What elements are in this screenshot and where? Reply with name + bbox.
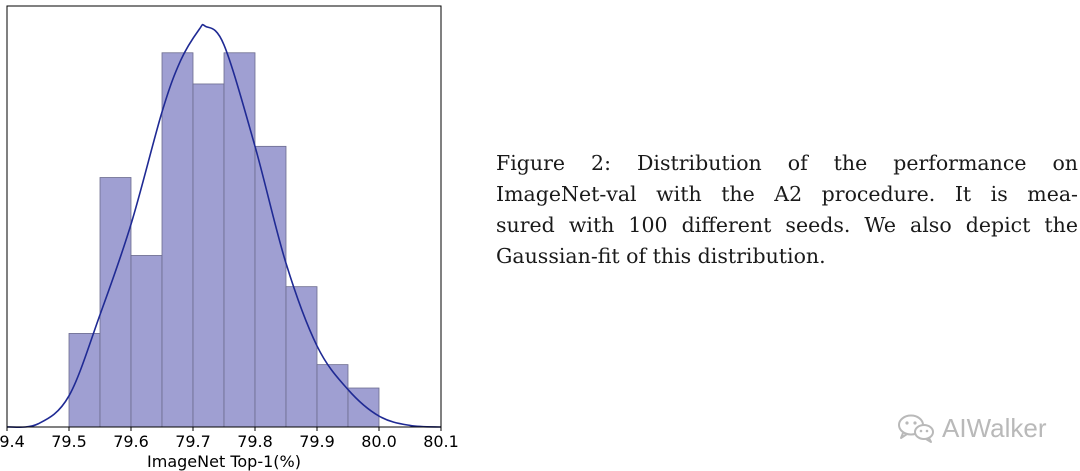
watermark-text: AIWalker: [942, 412, 1047, 443]
x-tick-label: 79.6: [113, 432, 149, 451]
x-axis-label: ImageNet Top-1(%): [147, 452, 301, 471]
x-axis-ticks: 79.4 79.5 79.6 79.7 79.8 79.9 80.0 80.1: [0, 427, 459, 451]
histogram-bar: [161, 52, 194, 428]
x-tick-label: 79.8: [237, 432, 273, 451]
caption-line: Figure 2: Distribution of the performanc…: [496, 151, 1078, 175]
x-tick-label: 79.7: [175, 432, 211, 451]
x-tick-label: 79.5: [51, 432, 87, 451]
histogram-bar: [130, 255, 163, 428]
caption-line: ImageNet-val with the A2 procedure. It i…: [496, 182, 1078, 206]
plot-frame: [6, 5, 442, 428]
caption-line: sured with 100 different seeds. We also …: [496, 213, 1078, 237]
histogram-bar: [223, 52, 256, 428]
caption-line: Gaussian-fit of this distribution.: [496, 244, 826, 268]
histogram-bar: [254, 145, 287, 428]
x-tick-label: 79.9: [299, 432, 335, 451]
histogram-bar: [68, 333, 101, 428]
histogram-bar: [192, 83, 225, 428]
histogram-bar: [316, 364, 349, 428]
gaussian-fit-curve: [6, 23, 442, 428]
x-tick-label: 80.0: [361, 432, 397, 451]
figure-caption: Figure 2: Distribution of the performanc…: [496, 148, 1078, 272]
histogram-bars: [68, 52, 380, 428]
watermark: AIWalker: [896, 408, 1047, 448]
x-tick-label: 79.4: [0, 432, 25, 451]
wechat-icon: [898, 414, 934, 443]
x-tick-label: 80.1: [423, 432, 459, 451]
